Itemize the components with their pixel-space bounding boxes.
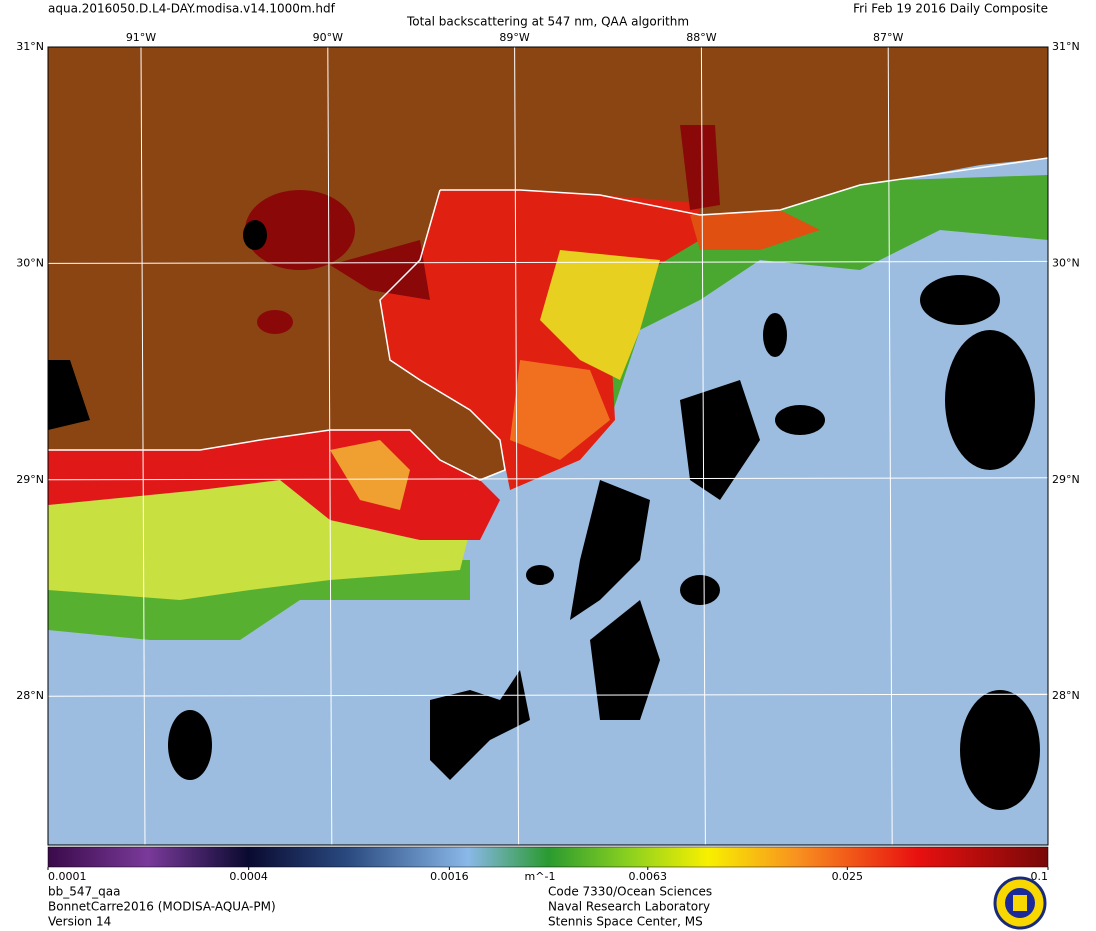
cloud <box>920 275 1000 325</box>
meridian <box>887 47 893 845</box>
cloud <box>243 220 267 250</box>
latitude-label: 28°N <box>1052 689 1080 702</box>
footer-left-line: bb_547_qaa <box>48 885 120 899</box>
colorbar-tick-label: 0.025 <box>832 870 864 883</box>
lake-pontchartrain <box>245 190 355 270</box>
cloud <box>430 670 530 780</box>
cloud <box>680 575 720 605</box>
cloud <box>680 380 760 500</box>
graticule <box>48 47 1048 845</box>
parallel <box>48 260 1048 264</box>
longitude-label: 90°W <box>313 31 343 44</box>
lake <box>257 310 293 334</box>
longitude-label: 87°W <box>873 31 903 44</box>
coastline <box>48 189 506 481</box>
meridian <box>700 47 706 845</box>
coastal-red <box>690 210 820 250</box>
latitude-label: 30°N <box>1052 256 1080 269</box>
cloud <box>526 565 554 585</box>
map-frame <box>47 46 1049 846</box>
coastline <box>440 157 1048 216</box>
latitude-label: 29°N <box>1052 473 1080 486</box>
meridian <box>140 47 146 845</box>
nrl-logo <box>993 876 1047 930</box>
file-name: aqua.2016050.D.L4-DAY.modisa.v14.1000m.h… <box>48 2 336 16</box>
plume-east-yellow <box>540 250 660 380</box>
colorbar-tick-label: 0.0016 <box>430 870 469 883</box>
map-title: Total backscattering at 547 nm, QAA algo… <box>406 15 689 29</box>
meridian <box>327 47 333 845</box>
longitude-label: 88°W <box>686 31 716 44</box>
marsh <box>330 240 430 300</box>
latitude-label: 28°N <box>16 689 44 702</box>
date: Fri Feb 19 2016 Daily Composite <box>853 2 1048 16</box>
latitude-label: 29°N <box>16 473 44 486</box>
parallel <box>48 693 1048 697</box>
clouds <box>168 275 1040 810</box>
longitude-label: 89°W <box>499 31 529 44</box>
colorbar-tick-label: 0.1 <box>1031 870 1049 883</box>
footer-left-line: Version 14 <box>48 915 111 929</box>
latitude-label: 31°N <box>16 40 44 53</box>
footer-right-line: Naval Research Laboratory <box>548 900 710 914</box>
footer-right-line: Stennis Space Center, MS <box>548 915 703 929</box>
footer-left-line: BonnetCarre2016 (MODISA-AQUA-PM) <box>48 900 276 914</box>
logo-shield <box>1013 895 1027 911</box>
parallel <box>48 477 1048 481</box>
plume-orange <box>330 440 410 510</box>
mobile-bay <box>680 125 720 210</box>
cloud <box>590 600 660 720</box>
meridian <box>514 47 520 845</box>
cloud <box>570 480 650 620</box>
plume-east-orange <box>510 360 610 460</box>
plume-yellow <box>48 480 470 600</box>
longitude-label: 91°W <box>126 31 156 44</box>
cloud <box>168 710 212 780</box>
cloud <box>48 360 90 430</box>
latitude-label: 30°N <box>16 256 44 269</box>
colorbar-tick-label: 0.0063 <box>629 870 668 883</box>
map-image <box>48 47 1048 845</box>
cloud <box>775 405 825 435</box>
footer-right-line: Code 7330/Ocean Sciences <box>548 885 712 899</box>
colorbar-units: m^-1 <box>525 870 556 883</box>
colorbar <box>47 846 1049 868</box>
cloud <box>945 330 1035 470</box>
colorbar-tick-label: 0.0001 <box>48 870 87 883</box>
cloud <box>763 313 787 357</box>
latitude-label: 31°N <box>1052 40 1080 53</box>
cloud <box>960 690 1040 810</box>
colorbar-tick-label: 0.0004 <box>229 870 268 883</box>
land <box>48 47 1048 480</box>
